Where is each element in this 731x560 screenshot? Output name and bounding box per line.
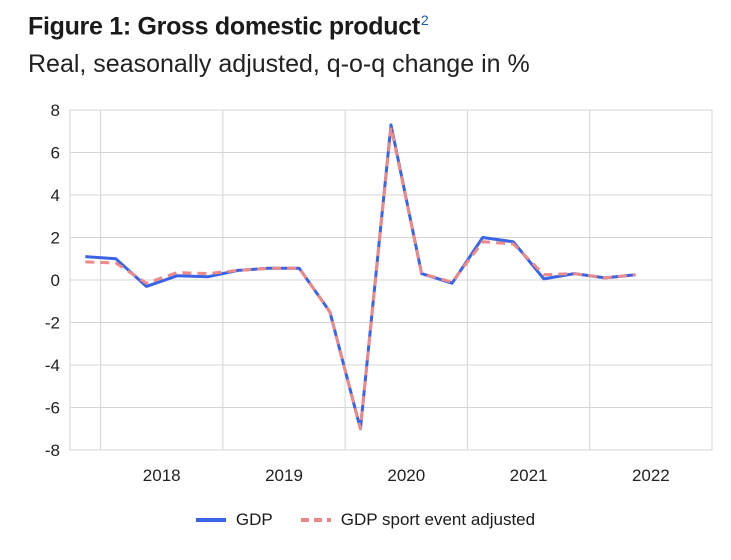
chart-subtitle: Real, seasonally adjusted, q-o-q change … — [28, 50, 530, 78]
legend-swatch-gdp-sport-adjusted — [300, 518, 331, 522]
y-tick-label: -4 — [45, 356, 60, 375]
series-line-gdp-sport-adjusted — [85, 125, 636, 431]
y-tick-label: -6 — [45, 399, 60, 418]
y-tick-label: 2 — [51, 229, 60, 248]
legend-label-gdp-sport-adjusted: GDP sport event adjusted — [340, 510, 536, 529]
footnote-marker[interactable]: 2 — [420, 12, 429, 28]
x-tick-label: 2020 — [387, 466, 425, 485]
x-tick-label: 2018 — [143, 466, 181, 485]
line-chart: 8 6 4 2 0 -2 -4 -6 -8 2018 2019 2020 2021 2022 — [45, 101, 713, 485]
y-tick-label: 0 — [51, 271, 60, 290]
x-tick-label: 2019 — [265, 466, 303, 485]
y-tick-label: -2 — [45, 314, 60, 333]
chart-title-text: Figure 1: Gross domestic product — [28, 12, 420, 41]
y-tick-label: 6 — [51, 144, 60, 163]
legend-label-gdp: GDP — [235, 510, 273, 529]
y-tick-label: -8 — [45, 441, 60, 460]
legend-swatch-gdp — [195, 518, 226, 522]
legend-item-gdp-sport-adjusted: GDP sport event adjusted — [300, 510, 536, 530]
chart-legend: GDP GDP sport event adjusted — [0, 510, 731, 530]
x-tick-label: 2021 — [510, 466, 548, 485]
y-tick-label: 8 — [51, 101, 60, 120]
y-tick-label: 4 — [51, 186, 60, 205]
legend-item-gdp: GDP — [195, 510, 273, 530]
series-line-gdp — [85, 123, 636, 431]
x-tick-label: 2022 — [632, 466, 670, 485]
chart-title: Figure 1: Gross domestic product2 — [28, 12, 429, 41]
